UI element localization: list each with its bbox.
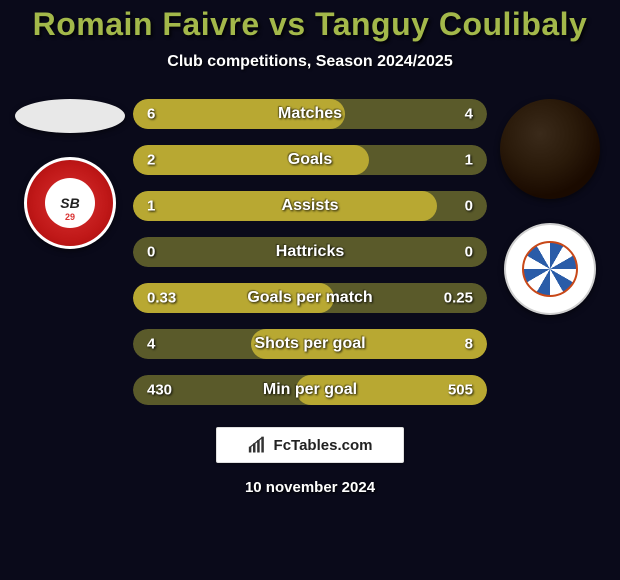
page-title: Romain Faivre vs Tanguy Coulibaly [33,6,588,43]
stat-label: Hattricks [276,243,344,261]
stat-value-left: 4 [147,336,155,353]
player-photo-left [15,99,125,133]
stat-bar: Goals 2 1 [133,145,487,175]
stat-value-right: 1 [465,152,473,169]
stat-label: Min per goal [263,381,357,399]
stat-value-right: 0 [465,198,473,215]
main-row: SB Matches 6 4 Goals 2 1 Assists 1 0 Hattricks 0 0 G… [0,95,620,405]
stat-value-left: 430 [147,382,172,399]
stat-value-right: 0.25 [444,290,473,307]
stat-label: Matches [278,105,342,123]
stat-value-left: 6 [147,106,155,123]
club-badge-left-text: SB [45,178,95,228]
stats-bars: Matches 6 4 Goals 2 1 Assists 1 0 Hattricks 0 0 Goal… [133,95,487,405]
club-badge-left: SB [24,157,116,249]
club-badge-right-stripes [522,241,578,297]
stat-value-left: 2 [147,152,155,169]
stat-value-left: 0.33 [147,290,176,307]
stat-value-left: 1 [147,198,155,215]
stat-value-left: 0 [147,244,155,261]
stat-bar: Assists 1 0 [133,191,487,221]
left-player-column: SB [15,95,125,249]
stat-bar: Min per goal 430 505 [133,375,487,405]
date-label: 10 november 2024 [245,479,375,496]
stat-value-right: 0 [465,244,473,261]
stat-value-right: 4 [465,106,473,123]
stat-value-right: 505 [448,382,473,399]
chart-icon [248,436,268,454]
stat-label: Assists [282,197,339,215]
stat-bar: Hattricks 0 0 [133,237,487,267]
stat-value-right: 8 [465,336,473,353]
right-player-column [495,95,605,315]
club-badge-right [504,223,596,315]
page-subtitle: Club competitions, Season 2024/2025 [167,53,452,71]
stat-label: Shots per goal [254,335,365,353]
comparison-infographic: Romain Faivre vs Tanguy Coulibaly Club c… [0,0,620,580]
stat-label: Goals [288,151,332,169]
stat-label: Goals per match [247,289,372,307]
stat-bar: Goals per match 0.33 0.25 [133,283,487,313]
source-label: FcTables.com [274,437,373,454]
player-photo-right [500,99,600,199]
source-badge: FcTables.com [216,427,404,463]
stat-bar: Matches 6 4 [133,99,487,129]
stat-bar: Shots per goal 4 8 [133,329,487,359]
